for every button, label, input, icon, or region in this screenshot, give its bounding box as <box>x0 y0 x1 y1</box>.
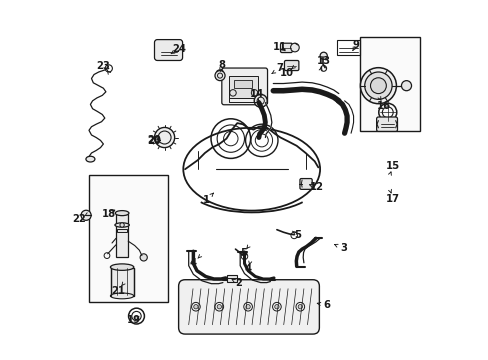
Circle shape <box>290 43 299 52</box>
Circle shape <box>370 78 386 94</box>
Bar <box>359 37 419 131</box>
Ellipse shape <box>110 293 134 299</box>
Text: 4: 4 <box>244 264 251 274</box>
FancyBboxPatch shape <box>280 43 292 53</box>
Ellipse shape <box>115 211 129 216</box>
Circle shape <box>364 72 391 99</box>
Circle shape <box>274 305 279 309</box>
Text: 14: 14 <box>249 89 264 99</box>
Bar <box>116 214 128 257</box>
Bar <box>89 175 168 302</box>
Text: 11: 11 <box>272 42 286 52</box>
Circle shape <box>154 127 174 148</box>
Text: 9: 9 <box>352 40 359 50</box>
FancyBboxPatch shape <box>299 179 311 189</box>
Text: 10: 10 <box>280 68 293 78</box>
Circle shape <box>215 71 224 81</box>
Text: 1: 1 <box>203 195 210 205</box>
Text: 20: 20 <box>146 135 161 145</box>
Text: 4: 4 <box>189 258 197 268</box>
Bar <box>234 80 252 88</box>
FancyBboxPatch shape <box>376 117 397 131</box>
Text: 6: 6 <box>323 300 329 310</box>
Bar <box>337 40 359 55</box>
Ellipse shape <box>115 223 129 227</box>
Text: 19: 19 <box>126 315 141 325</box>
FancyBboxPatch shape <box>284 60 298 71</box>
Text: 15: 15 <box>386 161 399 171</box>
FancyBboxPatch shape <box>154 40 182 60</box>
Bar <box>227 275 237 282</box>
Text: 13: 13 <box>316 56 330 66</box>
Circle shape <box>254 94 266 107</box>
Circle shape <box>360 68 396 104</box>
Ellipse shape <box>86 156 95 162</box>
FancyBboxPatch shape <box>222 68 267 105</box>
Text: 20: 20 <box>146 136 161 146</box>
Circle shape <box>81 210 91 220</box>
Text: 18: 18 <box>102 209 116 219</box>
Text: 2: 2 <box>234 278 242 288</box>
Circle shape <box>401 81 411 91</box>
Text: 23: 23 <box>96 60 110 71</box>
Circle shape <box>245 305 250 309</box>
Bar <box>229 76 258 98</box>
Text: 3: 3 <box>339 243 346 253</box>
Ellipse shape <box>110 264 134 270</box>
Text: 8: 8 <box>218 60 225 70</box>
Text: 5: 5 <box>240 248 246 258</box>
Text: 17: 17 <box>386 194 399 204</box>
Text: 5: 5 <box>294 230 301 240</box>
Text: 16: 16 <box>376 101 390 111</box>
FancyBboxPatch shape <box>178 280 319 334</box>
Circle shape <box>120 223 124 227</box>
Circle shape <box>140 254 147 261</box>
Text: 12: 12 <box>309 182 323 192</box>
Text: 22: 22 <box>72 214 85 224</box>
Text: 7: 7 <box>276 63 283 73</box>
Bar <box>110 268 134 296</box>
Bar <box>117 229 126 232</box>
Circle shape <box>320 52 326 59</box>
Circle shape <box>217 305 221 309</box>
Text: 24: 24 <box>172 44 185 54</box>
Circle shape <box>193 305 198 309</box>
Text: 21: 21 <box>111 286 124 296</box>
Circle shape <box>298 305 302 309</box>
